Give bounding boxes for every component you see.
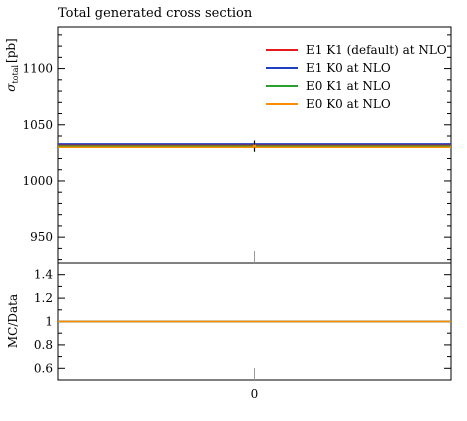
legend-label-0: E1 K1 (default) at NLO	[306, 43, 447, 57]
ratio-tick-label: 1.4	[34, 268, 53, 282]
data-point	[253, 144, 256, 148]
y-tick-label: 1050	[22, 118, 53, 132]
legend: E1 K1 (default) at NLO E1 K0 at NLO E0 K1 …	[266, 43, 447, 111]
y-tick-label: 950	[30, 230, 53, 244]
x-tick-label: 0	[251, 387, 259, 401]
ratio-y-axis-label: MC/Data	[6, 294, 20, 348]
main-series	[58, 140, 451, 152]
y-tick-label: 1100	[22, 62, 53, 76]
ratio-panel: 0.6 0.8 1 1.2 1.4 MC/Data	[6, 262, 452, 381]
chart-title: Total generated cross section	[58, 6, 253, 21]
sigma-symbol: σ	[4, 83, 18, 92]
ratio-tick-label: 1	[45, 315, 53, 329]
legend-label-2: E0 K1 at NLO	[306, 79, 391, 93]
sigma-subscript: total	[11, 65, 20, 84]
legend-label-3: E0 K0 at NLO	[306, 97, 391, 111]
main-y-axis-label: σtotal [pb]	[4, 38, 20, 92]
sigma-unit: [pb]	[4, 38, 18, 63]
ratio-tick-label: 1.2	[34, 291, 53, 305]
ratio-tick-label: 0.8	[34, 338, 53, 352]
x-ticks: 0	[251, 251, 259, 401]
legend-label-1: E1 K0 at NLO	[306, 61, 391, 75]
main-panel: 950 1000 1050 1100 σtotal [pb]	[4, 26, 452, 264]
ratio-tick-label: 0.6	[34, 361, 53, 375]
y-tick-label: 1000	[22, 174, 53, 188]
